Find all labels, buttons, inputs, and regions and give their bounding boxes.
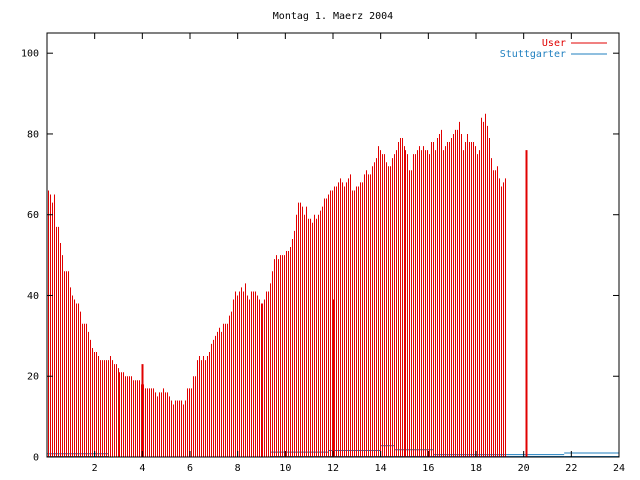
x-tick-label: 18	[470, 463, 482, 474]
x-tick-label: 16	[422, 463, 434, 474]
x-tick-label: 4	[139, 463, 145, 474]
legend: User Stuttgarter	[500, 38, 607, 60]
x-tick-label: 20	[518, 463, 530, 474]
series-user	[48, 113, 528, 457]
y-tick-label: 60	[27, 210, 39, 221]
y-tick-label: 20	[27, 372, 39, 383]
y-tick-label: 0	[33, 453, 39, 464]
x-tick-label: 14	[375, 463, 387, 474]
y-tick-label: 80	[27, 129, 39, 140]
x-tick-label: 2	[92, 463, 98, 474]
x-tick-label: 8	[235, 463, 241, 474]
y-tick-label: 40	[27, 291, 39, 302]
x-tick-label: 24	[613, 463, 625, 474]
x-tick-label: 6	[187, 463, 193, 474]
x-tick-label: 22	[565, 463, 577, 474]
x-tick-label: 10	[279, 463, 291, 474]
y-tick-label: 100	[21, 49, 39, 60]
legend-label-user: User	[542, 38, 566, 49]
x-tick-label: 12	[327, 463, 339, 474]
chart-title: Montag 1. Maerz 2004	[273, 11, 393, 22]
legend-label-stuttgarter: Stuttgarter	[500, 49, 566, 60]
